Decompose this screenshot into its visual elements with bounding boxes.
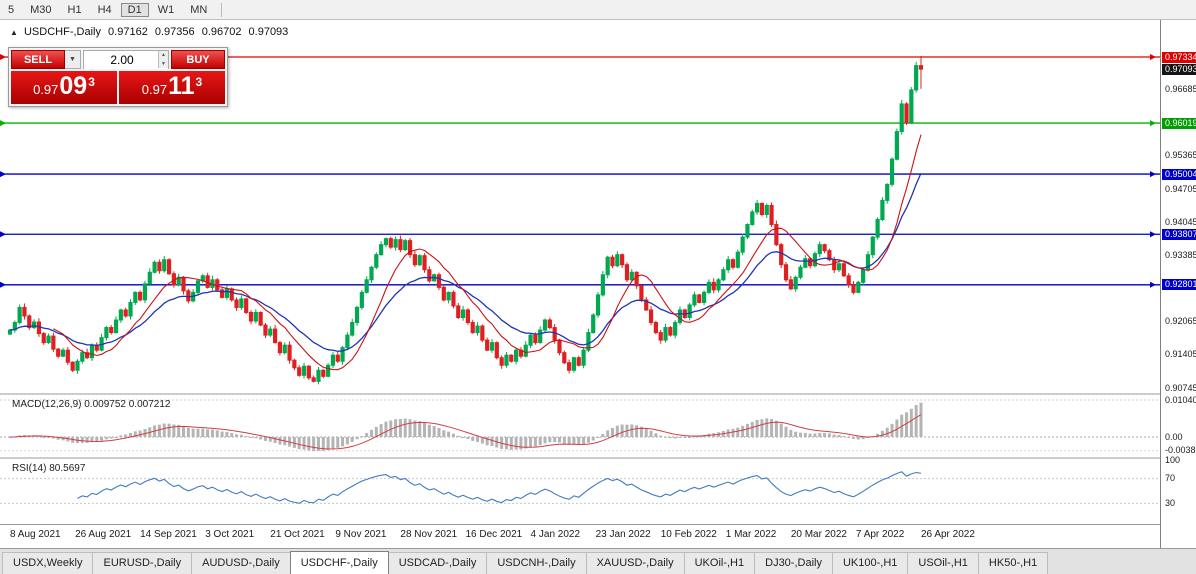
price-axis-label: 0.94045 bbox=[1165, 216, 1196, 227]
time-axis-label: 3 Oct 2021 bbox=[205, 529, 255, 540]
volume-stepper: ▲ ▼ bbox=[158, 51, 168, 68]
chevron-down-icon: ▼ bbox=[69, 56, 76, 63]
chart-tab-xauusd-daily[interactable]: XAUUSD-,Daily bbox=[585, 552, 685, 574]
time-axis-label: 4 Jan 2022 bbox=[530, 529, 581, 540]
price-axis-label: 0.010401 bbox=[1165, 394, 1196, 405]
timeframe-button-w1[interactable]: W1 bbox=[157, 3, 175, 16]
price-axis-label: 100 bbox=[1165, 454, 1181, 465]
ohlc-close: 0.97093 bbox=[248, 26, 289, 38]
time-axis-label: 26 Aug 2021 bbox=[75, 529, 132, 540]
time-axis-label: 9 Nov 2021 bbox=[335, 529, 387, 540]
chart-tab-uk100-h1[interactable]: UK100-,H1 bbox=[831, 552, 909, 574]
price-axis-label: 0.95004 bbox=[1162, 168, 1196, 180]
price-axis[interactable]: 0.97334 0.97093 0.96685 0.96019 0.95365 0.950… bbox=[1160, 20, 1196, 548]
price-axis-label: 0.93385 bbox=[1165, 249, 1196, 260]
price-axis-label: 0.94705 bbox=[1165, 183, 1196, 194]
price-axis-label: 0.93807 bbox=[1162, 228, 1196, 240]
price-axis-label: 0.95365 bbox=[1165, 150, 1196, 161]
time-axis-label: 14 Sep 2021 bbox=[140, 529, 197, 540]
sell-button[interactable]: SELL bbox=[11, 50, 65, 69]
chart-tab-usdchf-daily[interactable]: USDCHF-,Daily bbox=[289, 551, 389, 574]
buy-price-prefix: 0.97 bbox=[141, 82, 168, 97]
sell-price-prefix: 0.97 bbox=[33, 82, 59, 97]
macd-indicator-label: MACD(12,26,9) 0.009752 0.007212 bbox=[12, 399, 171, 410]
chart-tab-usdx-weekly[interactable]: USDX,Weekly bbox=[2, 552, 94, 574]
chart-area[interactable]: ▲ USDCHF-,Daily 0.97162 0.97356 0.96702 … bbox=[0, 20, 1160, 548]
volume-input[interactable] bbox=[84, 51, 168, 69]
chart-ohlc-header: ▲ USDCHF-,Daily 0.97162 0.97356 0.96702 … bbox=[10, 26, 292, 38]
price-axis-label: 0.00 bbox=[1165, 431, 1183, 442]
timeframe-toolbar: 5 M30 H1 H4 D1 W1 MN bbox=[0, 0, 1196, 20]
price-axis-label: 0.97334 bbox=[1162, 51, 1196, 63]
timeframe-button-h1[interactable]: H1 bbox=[67, 3, 82, 16]
ohlc-open: 0.97162 bbox=[108, 26, 148, 38]
chart-tab-usdcad-daily[interactable]: USDCAD-,Daily bbox=[387, 552, 488, 574]
timeframe-button-m30[interactable]: M30 bbox=[30, 3, 52, 16]
sell-price-point: 3 bbox=[88, 75, 95, 89]
price-axis-label: -0.003875 bbox=[1165, 445, 1196, 456]
price-axis-label: 70 bbox=[1165, 473, 1176, 484]
price-axis-label: 0.97093 bbox=[1162, 63, 1196, 75]
chart-tab-audusd-daily[interactable]: AUDUSD-,Daily bbox=[191, 552, 291, 574]
price-axis-label: 0.92801 bbox=[1162, 279, 1196, 291]
time-axis-label: 1 Mar 2022 bbox=[725, 529, 777, 540]
order-type-dropdown[interactable]: ▼ bbox=[65, 50, 81, 69]
sell-price-pips: 09 bbox=[59, 72, 88, 100]
price-axis-label: 0.96019 bbox=[1162, 117, 1196, 129]
buy-price-pips: 11 bbox=[168, 72, 195, 100]
ohlc-high: 0.97356 bbox=[154, 26, 195, 38]
time-axis-label: 10 Feb 2022 bbox=[660, 529, 717, 540]
price-axis-label: 0.96685 bbox=[1165, 84, 1196, 95]
time-axis[interactable]: 8 Aug 2021 26 Aug 2021 14 Sep 2021 3 Oct 20… bbox=[0, 524, 1160, 545]
price-axis-label: 0.91405 bbox=[1165, 349, 1196, 360]
time-axis-label: 20 Mar 2022 bbox=[790, 529, 847, 540]
chart-title: USDCHF-,Daily bbox=[23, 26, 101, 38]
spin-down-icon[interactable]: ▼ bbox=[158, 59, 168, 68]
toolbar-divider bbox=[221, 2, 223, 17]
timeframe-button-5[interactable]: 5 bbox=[8, 3, 15, 16]
timeframe-button-d1[interactable]: D1 bbox=[120, 2, 149, 17]
ohlc-low: 0.96702 bbox=[201, 26, 242, 38]
one-click-trading-panel: SELL ▼ ▲ ▼ BUY 0.97 09 3 bbox=[8, 47, 228, 107]
buy-price-point: 3 bbox=[195, 75, 203, 89]
time-axis-label: 8 Aug 2021 bbox=[10, 529, 61, 540]
symbol-arrow-icon: ▲ bbox=[10, 28, 18, 37]
price-axis-label: 0.92065 bbox=[1165, 316, 1196, 327]
time-axis-label: 7 Apr 2022 bbox=[855, 529, 905, 540]
chart-tab-usoil-h1[interactable]: USOil-,H1 bbox=[907, 552, 979, 574]
chart-tab-usdcnh-daily[interactable]: USDCNH-,Daily bbox=[486, 552, 587, 574]
chart-tabs-bar: USDX,Weekly EURUSD-,Daily AUDUSD-,Daily USD… bbox=[0, 548, 1196, 574]
sell-price-display[interactable]: 0.97 09 3 bbox=[11, 71, 117, 104]
chart-tab-hk50-h1[interactable]: HK50-,H1 bbox=[977, 552, 1049, 574]
rsi-indicator-label: RSI(14) 80.5697 bbox=[12, 463, 86, 474]
buy-button[interactable]: BUY bbox=[171, 50, 225, 69]
time-axis-label: 21 Oct 2021 bbox=[270, 529, 325, 540]
chart-tab-ukoil-h1[interactable]: UKOil-,H1 bbox=[683, 552, 756, 574]
time-axis-label: 26 Apr 2022 bbox=[920, 529, 975, 540]
time-axis-label: 16 Dec 2021 bbox=[465, 529, 523, 540]
chart-tab-dj30-daily[interactable]: DJ30-,Daily bbox=[754, 552, 833, 574]
spin-up-icon[interactable]: ▲ bbox=[158, 51, 168, 60]
chart-tab-eurusd-daily[interactable]: EURUSD-,Daily bbox=[92, 552, 193, 574]
time-axis-label: 23 Jan 2022 bbox=[595, 529, 651, 540]
time-axis-label: 28 Nov 2021 bbox=[400, 529, 458, 540]
timeframe-button-h4[interactable]: H4 bbox=[97, 3, 112, 16]
buy-price-display[interactable]: 0.97 11 3 bbox=[119, 71, 225, 104]
price-axis-label: 30 bbox=[1165, 497, 1176, 508]
timeframe-button-mn[interactable]: MN bbox=[190, 3, 208, 16]
price-chart-canvas[interactable] bbox=[0, 20, 1160, 524]
price-axis-label: 0.90745 bbox=[1165, 382, 1196, 393]
